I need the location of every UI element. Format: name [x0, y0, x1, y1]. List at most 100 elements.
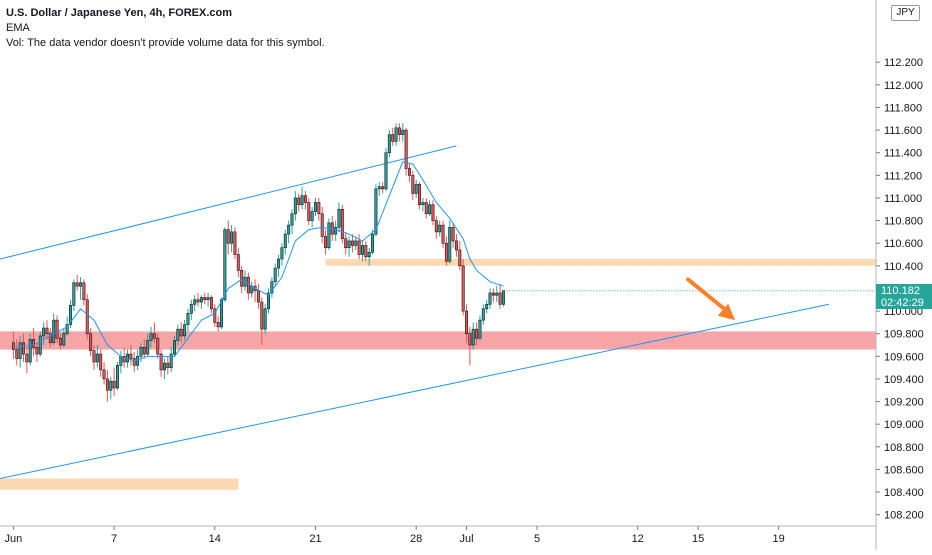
candle-body-up [267, 292, 270, 310]
symbol-title[interactable]: U.S. Dollar / Japanese Yen, 4h, FOREX.co… [6, 7, 232, 19]
candle-97 [337, 202, 341, 232]
candle-body-down [236, 254, 240, 271]
candle-body-up [149, 333, 153, 341]
indicator-label[interactable]: EMA [6, 22, 30, 34]
candle-body-down [209, 297, 213, 310]
candle-62 [220, 297, 223, 330]
channel-line-1[interactable] [0, 303, 830, 479]
candle-44 [159, 349, 163, 377]
candle-107 [371, 229, 375, 255]
candle-66 [233, 227, 237, 260]
candle-40 [146, 333, 150, 357]
candle-body-up [38, 335, 42, 355]
candle-body-up [270, 281, 274, 294]
candle-body-down [307, 202, 311, 221]
candle-83 [290, 209, 294, 235]
candle-body-down [166, 362, 170, 368]
candle-31 [115, 361, 119, 391]
resistance-zone-2[interactable] [0, 478, 239, 490]
candle-body-up [186, 313, 190, 325]
x-tick-label: 7 [111, 533, 117, 545]
candle-86 [300, 186, 304, 210]
candle-145 [498, 283, 502, 309]
candle-body-up [277, 258, 281, 269]
candle-91 [317, 197, 321, 221]
zones-layer [0, 259, 876, 490]
currency-badge[interactable]: JPY [891, 5, 920, 21]
candle-body-down [75, 282, 79, 287]
candle-body-up [162, 362, 166, 371]
candle-106 [367, 247, 371, 266]
candle-8 [38, 331, 42, 357]
candle-67 [236, 247, 240, 278]
candle-body-up [501, 290, 505, 305]
candle-101 [350, 234, 354, 253]
candle-43 [156, 333, 160, 359]
candle-64 [226, 220, 230, 255]
forecast-arrow-head[interactable] [717, 303, 736, 321]
candle-75 [263, 304, 267, 334]
candle-21 [82, 279, 86, 306]
candle-body-down [344, 238, 348, 249]
candle-74 [260, 297, 264, 346]
y-tick-label: 109.200 [884, 397, 924, 409]
candle-56 [199, 295, 203, 309]
time-axis[interactable]: Jun 7 14 21 28 Jul 5 12 15 19 [5, 526, 785, 545]
candle-146 [501, 290, 505, 307]
candle-body-down [498, 292, 502, 305]
candle-96 [334, 220, 338, 241]
candle-130 [448, 220, 452, 264]
candle-body-down [203, 297, 207, 301]
candle-15 [62, 328, 66, 348]
candle-body-up [495, 292, 499, 296]
last-price-value: 110.182 [881, 284, 920, 297]
forecast-arrow-shaft[interactable] [686, 277, 730, 314]
candle-85 [297, 193, 301, 212]
y-tick-label: 109.600 [884, 351, 924, 363]
candle-body-down [112, 380, 116, 389]
candle-body-up [183, 324, 187, 337]
candle-114 [394, 123, 398, 146]
candle-25 [95, 345, 99, 368]
candle-41 [149, 326, 153, 348]
candle-body-up [139, 346, 143, 357]
candle-29 [109, 376, 113, 400]
candle-2 [18, 335, 22, 368]
candle-body-up [193, 299, 197, 305]
candle-body-down [434, 220, 438, 233]
candle-body-up [65, 324, 69, 334]
candle-body-up [283, 233, 287, 249]
candle-body-down [303, 195, 307, 203]
channel-line-0[interactable] [0, 145, 457, 260]
candle-35 [129, 345, 133, 366]
resistance-zone-1[interactable] [325, 259, 876, 266]
support-zone-0[interactable] [0, 331, 876, 350]
candle-81 [283, 229, 287, 255]
candle-body-up [176, 328, 180, 341]
y-tick-label: 111.400 [884, 148, 922, 160]
candle-84 [293, 191, 297, 221]
candle-body-up [115, 365, 119, 389]
y-tick-label: 108.800 [884, 442, 924, 454]
candle-82 [287, 220, 291, 244]
candle-27 [102, 361, 106, 385]
candle-body-up [146, 340, 150, 355]
candle-body-up [384, 152, 388, 190]
y-tick-label: 111.000 [884, 193, 922, 205]
chart-legend: U.S. Dollar / Japanese Yen, 4h, FOREX.co… [6, 6, 325, 51]
candle-54 [193, 295, 197, 312]
candle-18 [72, 279, 76, 312]
candle-body-up [220, 299, 223, 328]
candle-140 [481, 304, 485, 325]
candle-body-down [465, 310, 469, 334]
candle-body-up [273, 267, 277, 282]
candle-93 [324, 229, 328, 255]
candle-body-down [156, 337, 160, 355]
candle-body-up [438, 224, 442, 233]
candle-body-down [397, 127, 401, 135]
candle-65 [230, 225, 234, 253]
candle-109 [377, 182, 381, 196]
candle-body-up [18, 342, 22, 359]
